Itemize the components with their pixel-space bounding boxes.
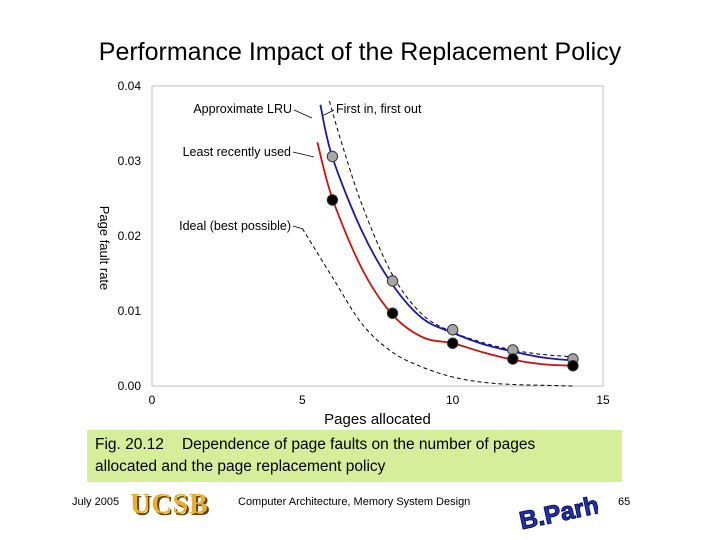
annotation-leader-ideal <box>292 225 304 230</box>
least-recently-used-points-marker <box>446 337 459 349</box>
y-tick-label: 0.04 <box>118 79 142 93</box>
annotation-label: First in, first out <box>336 102 422 116</box>
annotation-leader-approx-lru <box>293 109 313 119</box>
annotation-label: Least recently used <box>183 145 291 159</box>
figure-caption: Fig. 20.12 Dependence of page faults on t… <box>87 430 622 482</box>
least-recently-used-points-marker <box>507 353 519 365</box>
slide-title: Performance Impact of the Replacement Po… <box>98 38 622 66</box>
footer-page-number: 65 <box>618 496 631 508</box>
least-recently-used-points-marker <box>567 360 579 372</box>
plot-frame <box>151 85 604 387</box>
y-tick-label: 0.01 <box>118 304 142 318</box>
annotation-label: Approximate LRU <box>193 102 292 116</box>
caption-text-line2: allocated and the page replacement polic… <box>95 458 386 475</box>
caption-text-line1: Dependence of page faults on the number … <box>181 436 536 453</box>
least-recently-used-points-marker <box>386 307 399 319</box>
annotation-label: Ideal (best possible) <box>179 219 291 233</box>
chart: 0.00 0.01 0.02 0.03 0.04 0 5 10 15 Pages allocate… <box>97 79 610 428</box>
annotation-leader-fifo <box>321 109 335 117</box>
footer-date: July 2005 <box>72 496 120 508</box>
first-in-first-out-line <box>328 100 573 358</box>
signature-logo: B.Parhami <box>516 484 598 534</box>
x-axis-label: Pages allocated <box>324 411 431 428</box>
ideal-best-possible-line <box>301 228 573 387</box>
approximate-lru-points-marker <box>446 324 459 336</box>
least-recently-used-points-marker <box>326 194 339 206</box>
annotation-leader-lru <box>292 151 315 158</box>
footer-course-title: Computer Architecture, Memory System Des… <box>238 496 471 508</box>
approximate-lru-line <box>319 104 574 362</box>
x-tick-label: 5 <box>299 393 306 407</box>
caption-figure-number: Fig. 20.12 <box>95 436 164 453</box>
x-tick-label: 0 <box>149 393 156 407</box>
ucsb-logo-text: UCSB <box>130 489 209 520</box>
y-tick-label: 0.03 <box>118 154 142 168</box>
x-tick-label: 15 <box>596 393 610 407</box>
approximate-lru-points-marker <box>326 150 339 163</box>
ucsb-logo: UCSB <box>124 489 216 525</box>
y-tick-label: 0.02 <box>118 229 142 243</box>
y-axis-label: Page fault rate <box>97 206 112 291</box>
svg-text:B.Parhami: B.Parhami <box>517 484 598 534</box>
x-tick-label: 10 <box>446 393 460 407</box>
y-tick-label: 0.00 <box>118 379 142 393</box>
approximate-lru-points-marker <box>386 275 399 287</box>
least-recently-used-line <box>316 142 573 367</box>
